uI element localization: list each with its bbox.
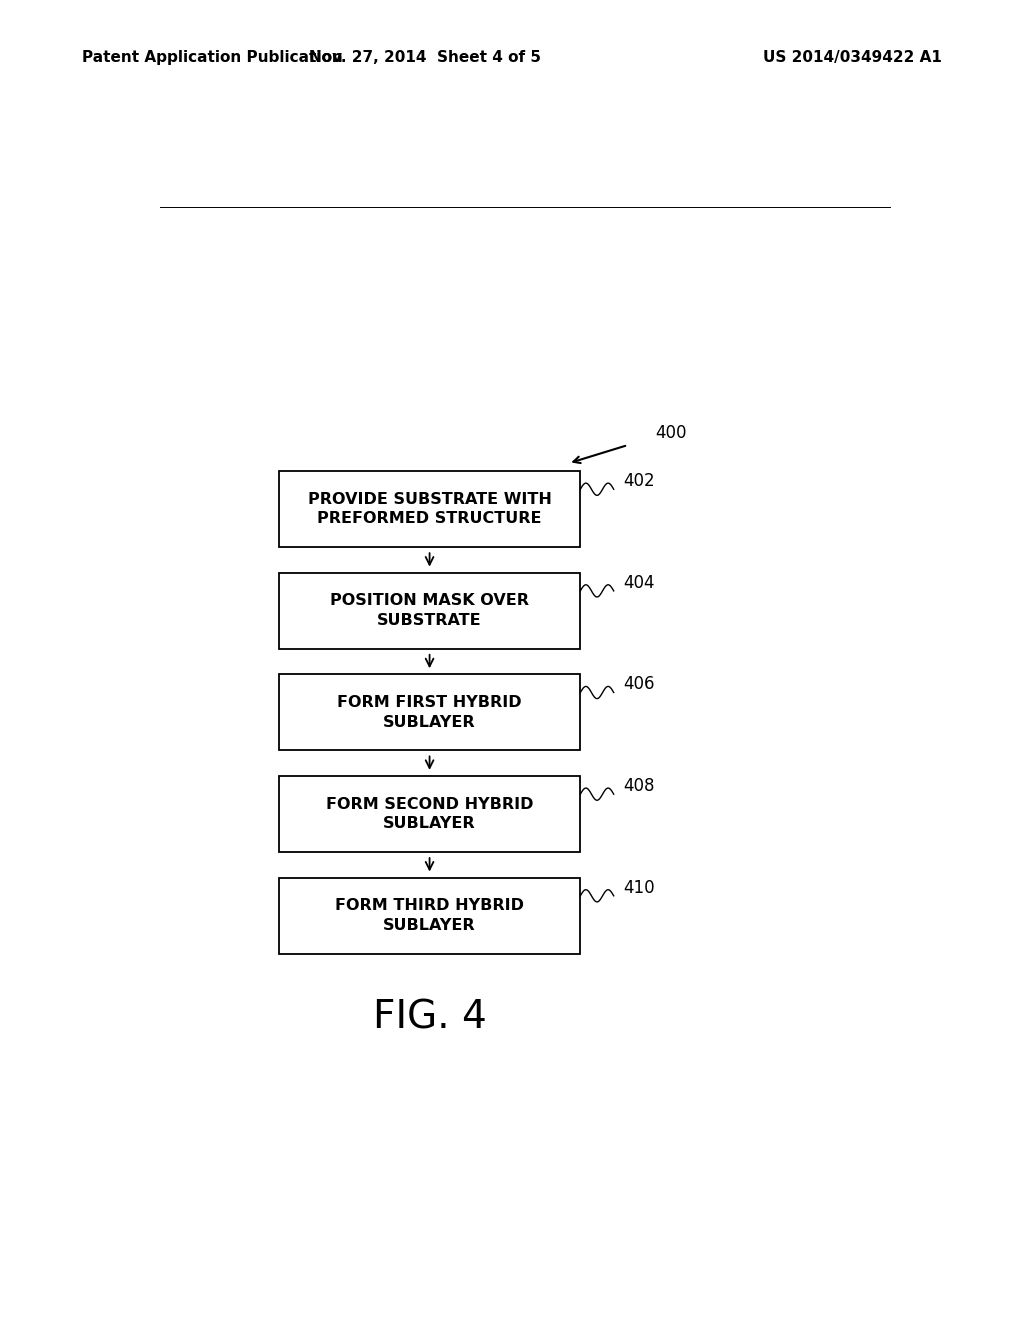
Bar	[279, 675, 581, 751]
Text: 402: 402	[624, 473, 654, 490]
Text: US 2014/0349422 A1: US 2014/0349422 A1	[763, 50, 942, 65]
Bar	[279, 573, 581, 649]
Text: FORM THIRD HYBRID
SUBLAYER: FORM THIRD HYBRID SUBLAYER	[335, 898, 524, 933]
Text: FIG. 4: FIG. 4	[373, 998, 486, 1036]
Text: FORM FIRST HYBRID
SUBLAYER: FORM FIRST HYBRID SUBLAYER	[337, 694, 522, 730]
Text: POSITION MASK OVER
SUBSTRATE: POSITION MASK OVER SUBSTRATE	[330, 593, 529, 628]
Text: Patent Application Publication: Patent Application Publication	[82, 50, 343, 65]
Text: 408: 408	[624, 777, 654, 795]
Text: PROVIDE SUBSTRATE WITH
PREFORMED STRUCTURE: PROVIDE SUBSTRATE WITH PREFORMED STRUCTU…	[307, 491, 552, 527]
Text: 404: 404	[624, 574, 654, 591]
Bar	[279, 878, 581, 954]
Text: Nov. 27, 2014  Sheet 4 of 5: Nov. 27, 2014 Sheet 4 of 5	[309, 50, 541, 65]
Text: FORM SECOND HYBRID
SUBLAYER: FORM SECOND HYBRID SUBLAYER	[326, 796, 534, 832]
Bar	[279, 471, 581, 548]
Text: 406: 406	[624, 676, 654, 693]
Text: 400: 400	[655, 424, 687, 442]
Bar	[279, 776, 581, 853]
Text: 410: 410	[624, 879, 654, 896]
